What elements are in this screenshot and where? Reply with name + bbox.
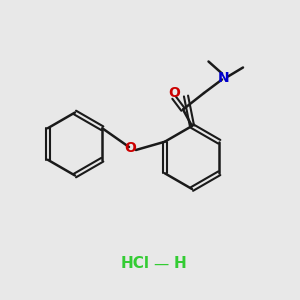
Text: HCl: HCl bbox=[121, 256, 149, 272]
Text: H: H bbox=[174, 256, 186, 272]
Text: O: O bbox=[168, 86, 180, 100]
Text: O: O bbox=[124, 142, 136, 155]
Text: N: N bbox=[218, 71, 229, 85]
Text: —: — bbox=[153, 256, 168, 272]
